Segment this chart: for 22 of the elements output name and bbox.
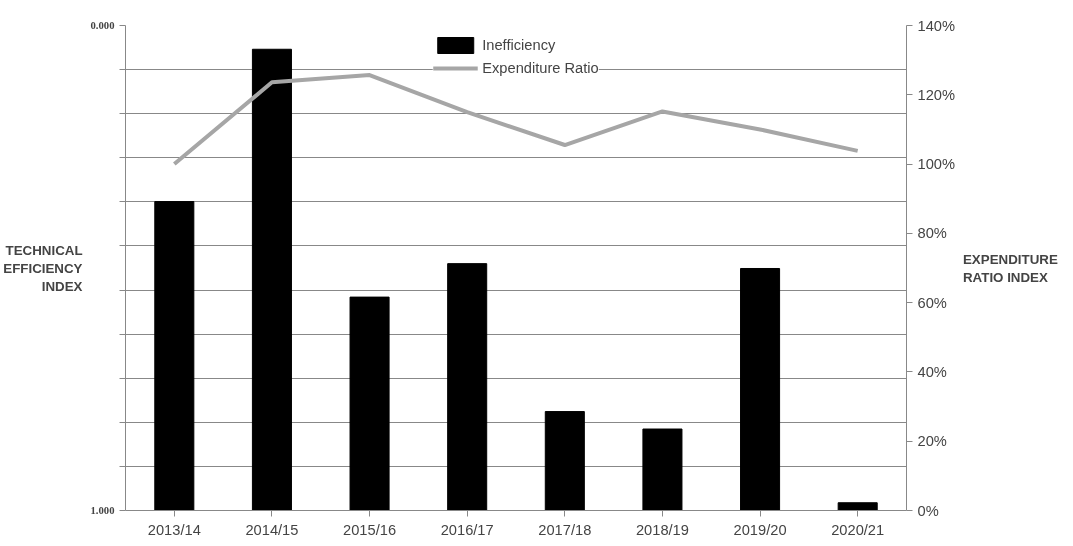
- y2-tick-label: 100%: [917, 156, 955, 173]
- y2-tick-label: 140%: [917, 17, 955, 34]
- y2-tick-label: 40%: [917, 363, 947, 380]
- y2-tick-label: 20%: [917, 433, 947, 450]
- legend-label: Inefficiency: [482, 37, 556, 53]
- x-tick-label: 2013/14: [147, 521, 201, 538]
- x-tick-label: 2019/20: [733, 521, 787, 538]
- y2-axis-title: EXPENDITURE RATIO INDEX: [962, 251, 1058, 285]
- y-tick-label: 1.000: [90, 505, 115, 516]
- y2-tick-label: 80%: [917, 225, 947, 242]
- x-tick-label: 2014/15: [245, 521, 299, 538]
- y-tick-label: 0.000: [90, 20, 115, 31]
- x-tick-label: 2015/16: [343, 521, 397, 538]
- y-axis-title: TECHNICAL EFFICIENCY INDEX: [3, 242, 83, 294]
- x-tick-label: 2016/17: [440, 521, 494, 538]
- y2-tick-label: 120%: [917, 86, 955, 103]
- y2-tick-label: 60%: [917, 294, 947, 311]
- x-tick-label: 2020/21: [831, 521, 885, 538]
- x-tick-label: 2018/19: [635, 521, 689, 538]
- y2-tick-label: 0%: [917, 502, 939, 519]
- legend-label: Expenditure Ratio: [482, 60, 599, 76]
- x-tick-label: 2017/18: [538, 521, 592, 538]
